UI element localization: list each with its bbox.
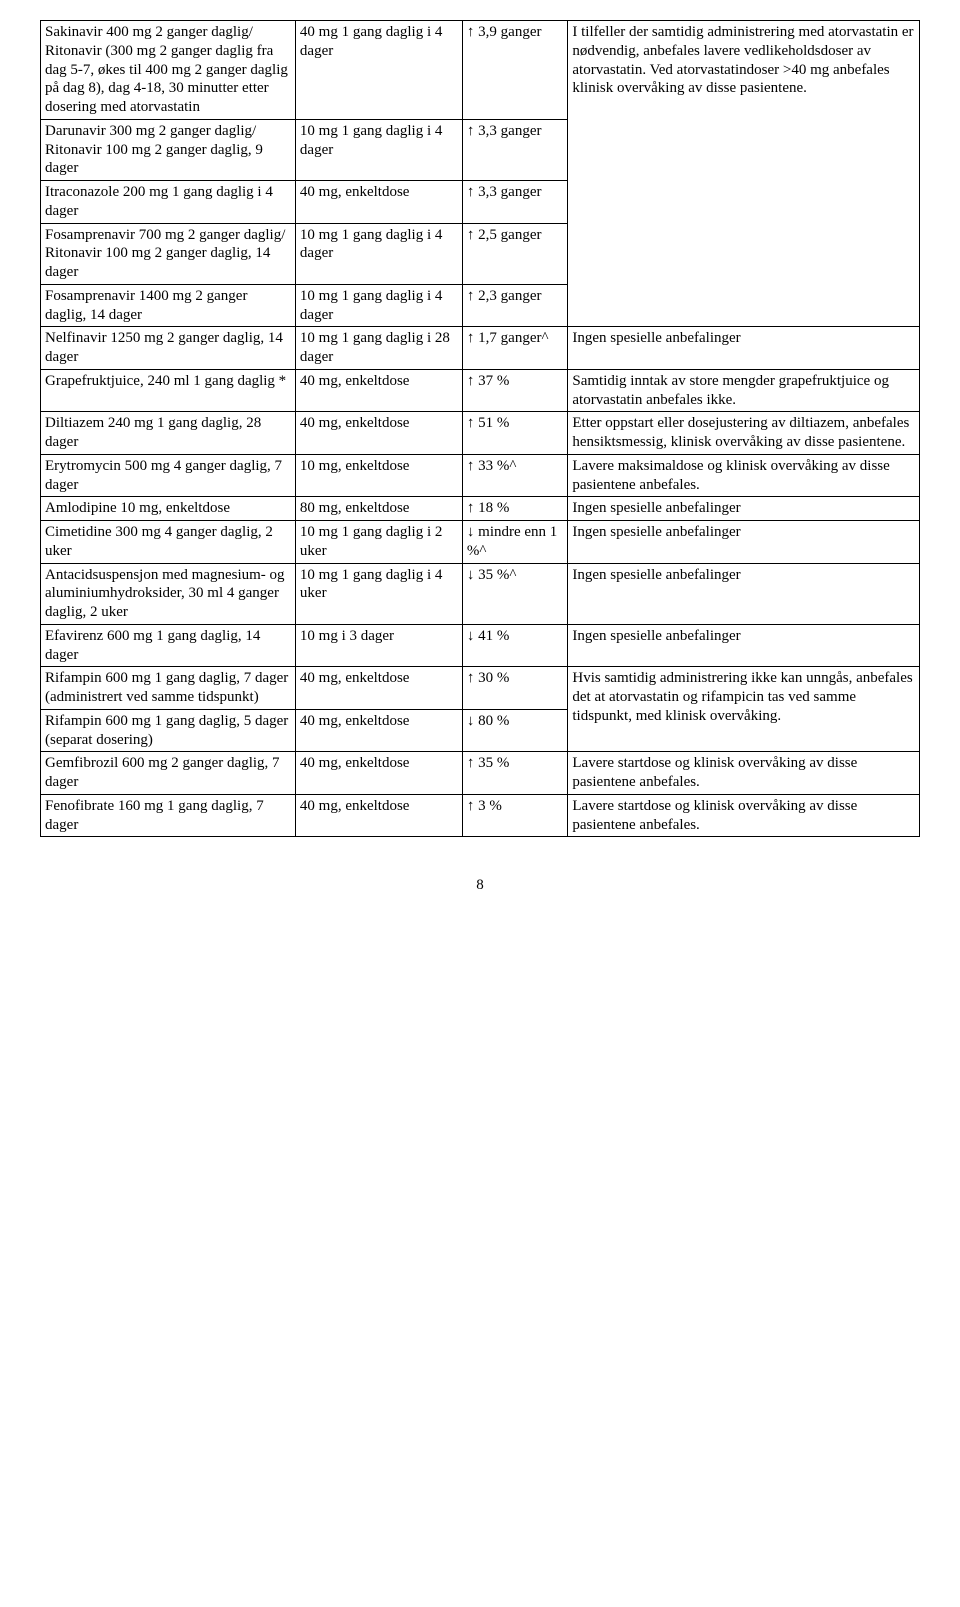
col-atorvastatin-dose: 10 mg 1 gang daglig i 4 dager <box>295 284 462 327</box>
col-atorvastatin-dose: 10 mg 1 gang daglig i 2 uker <box>295 521 462 564</box>
table-row: Rifampin 600 mg 1 gang daglig, 7 dager (… <box>41 667 920 710</box>
col-recommendation: Hvis samtidig administrering ikke kan un… <box>568 667 920 752</box>
col-coadministered: Nelfinavir 1250 mg 2 ganger daglig, 14 d… <box>41 327 296 370</box>
table-row: Diltiazem 240 mg 1 gang daglig, 28 dager… <box>41 412 920 455</box>
col-coadministered: Fenofibrate 160 mg 1 gang daglig, 7 dage… <box>41 794 296 837</box>
col-atorvastatin-dose: 80 mg, enkeltdose <box>295 497 462 521</box>
col-atorvastatin-dose: 10 mg i 3 dager <box>295 624 462 667</box>
col-auc-change: ↓ 41 % <box>462 624 567 667</box>
table-row: Sakinavir 400 mg 2 ganger daglig/ Ritona… <box>41 21 920 120</box>
table-row: Efavirenz 600 mg 1 gang daglig, 14 dager… <box>41 624 920 667</box>
col-recommendation: Lavere maksimaldose og klinisk overvåkin… <box>568 454 920 497</box>
col-auc-change: ↑ 51 % <box>462 412 567 455</box>
col-auc-change: ↑ 3,9 ganger <box>462 21 567 120</box>
col-recommendation: Lavere startdose og klinisk overvåking a… <box>568 752 920 795</box>
col-coadministered: Cimetidine 300 mg 4 ganger daglig, 2 uke… <box>41 521 296 564</box>
interaction-table: Sakinavir 400 mg 2 ganger daglig/ Ritona… <box>40 20 920 837</box>
col-auc-change: ↓ 35 %^ <box>462 563 567 624</box>
col-auc-change: ↑ 18 % <box>462 497 567 521</box>
col-coadministered: Rifampin 600 mg 1 gang daglig, 5 dager (… <box>41 709 296 752</box>
col-recommendation: I tilfeller der samtidig administrering … <box>568 21 920 327</box>
col-auc-change: ↑ 30 % <box>462 667 567 710</box>
col-coadministered: Antacidsuspensjon med magnesium- og alum… <box>41 563 296 624</box>
table-row: Gemfibrozil 600 mg 2 ganger daglig, 7 da… <box>41 752 920 795</box>
col-auc-change: ↑ 3 % <box>462 794 567 837</box>
col-recommendation: Ingen spesielle anbefalinger <box>568 563 920 624</box>
col-coadministered: Rifampin 600 mg 1 gang daglig, 7 dager (… <box>41 667 296 710</box>
col-coadministered: Darunavir 300 mg 2 ganger daglig/ Ritona… <box>41 119 296 180</box>
col-auc-change: ↑ 2,5 ganger <box>462 223 567 284</box>
col-auc-change: ↑ 1,7 ganger^ <box>462 327 567 370</box>
col-atorvastatin-dose: 40 mg, enkeltdose <box>295 709 462 752</box>
col-coadministered: Sakinavir 400 mg 2 ganger daglig/ Ritona… <box>41 21 296 120</box>
col-recommendation: Etter oppstart eller dosejustering av di… <box>568 412 920 455</box>
col-coadministered: Fosamprenavir 1400 mg 2 ganger daglig, 1… <box>41 284 296 327</box>
col-auc-change: ↑ 35 % <box>462 752 567 795</box>
col-auc-change: ↑ 33 %^ <box>462 454 567 497</box>
col-recommendation: Ingen spesielle anbefalinger <box>568 497 920 521</box>
col-coadministered: Grapefruktjuice, 240 ml 1 gang daglig * <box>41 369 296 412</box>
col-coadministered: Amlodipine 10 mg, enkeltdose <box>41 497 296 521</box>
col-auc-change: ↑ 2,3 ganger <box>462 284 567 327</box>
col-coadministered: Diltiazem 240 mg 1 gang daglig, 28 dager <box>41 412 296 455</box>
col-atorvastatin-dose: 10 mg 1 gang daglig i 4 dager <box>295 119 462 180</box>
col-atorvastatin-dose: 40 mg, enkeltdose <box>295 667 462 710</box>
page-number: 8 <box>40 877 920 894</box>
col-atorvastatin-dose: 10 mg 1 gang daglig i 4 uker <box>295 563 462 624</box>
col-atorvastatin-dose: 10 mg, enkeltdose <box>295 454 462 497</box>
table-row: Antacidsuspensjon med magnesium- og alum… <box>41 563 920 624</box>
col-atorvastatin-dose: 40 mg, enkeltdose <box>295 369 462 412</box>
table-row: Grapefruktjuice, 240 ml 1 gang daglig *4… <box>41 369 920 412</box>
col-atorvastatin-dose: 40 mg, enkeltdose <box>295 412 462 455</box>
col-auc-change: ↓ 80 % <box>462 709 567 752</box>
col-atorvastatin-dose: 40 mg 1 gang daglig i 4 dager <box>295 21 462 120</box>
col-auc-change: ↑ 37 % <box>462 369 567 412</box>
col-atorvastatin-dose: 40 mg, enkeltdose <box>295 181 462 224</box>
col-recommendation: Samtidig inntak av store mengder grapefr… <box>568 369 920 412</box>
table-row: Erytromycin 500 mg 4 ganger daglig, 7 da… <box>41 454 920 497</box>
col-atorvastatin-dose: 10 mg 1 gang daglig i 28 dager <box>295 327 462 370</box>
col-coadministered: Itraconazole 200 mg 1 gang daglig i 4 da… <box>41 181 296 224</box>
col-atorvastatin-dose: 40 mg, enkeltdose <box>295 794 462 837</box>
col-coadministered: Fosamprenavir 700 mg 2 ganger daglig/ Ri… <box>41 223 296 284</box>
col-recommendation: Ingen spesielle anbefalinger <box>568 521 920 564</box>
table-row: Amlodipine 10 mg, enkeltdose80 mg, enkel… <box>41 497 920 521</box>
col-recommendation: Lavere startdose og klinisk overvåking a… <box>568 794 920 837</box>
col-coadministered: Gemfibrozil 600 mg 2 ganger daglig, 7 da… <box>41 752 296 795</box>
col-coadministered: Efavirenz 600 mg 1 gang daglig, 14 dager <box>41 624 296 667</box>
table-row: Cimetidine 300 mg 4 ganger daglig, 2 uke… <box>41 521 920 564</box>
table-row: Nelfinavir 1250 mg 2 ganger daglig, 14 d… <box>41 327 920 370</box>
col-auc-change: ↓ mindre enn 1 %^ <box>462 521 567 564</box>
col-auc-change: ↑ 3,3 ganger <box>462 181 567 224</box>
col-coadministered: Erytromycin 500 mg 4 ganger daglig, 7 da… <box>41 454 296 497</box>
col-auc-change: ↑ 3,3 ganger <box>462 119 567 180</box>
col-atorvastatin-dose: 40 mg, enkeltdose <box>295 752 462 795</box>
col-recommendation: Ingen spesielle anbefalinger <box>568 624 920 667</box>
col-atorvastatin-dose: 10 mg 1 gang daglig i 4 dager <box>295 223 462 284</box>
col-recommendation: Ingen spesielle anbefalinger <box>568 327 920 370</box>
table-row: Fenofibrate 160 mg 1 gang daglig, 7 dage… <box>41 794 920 837</box>
